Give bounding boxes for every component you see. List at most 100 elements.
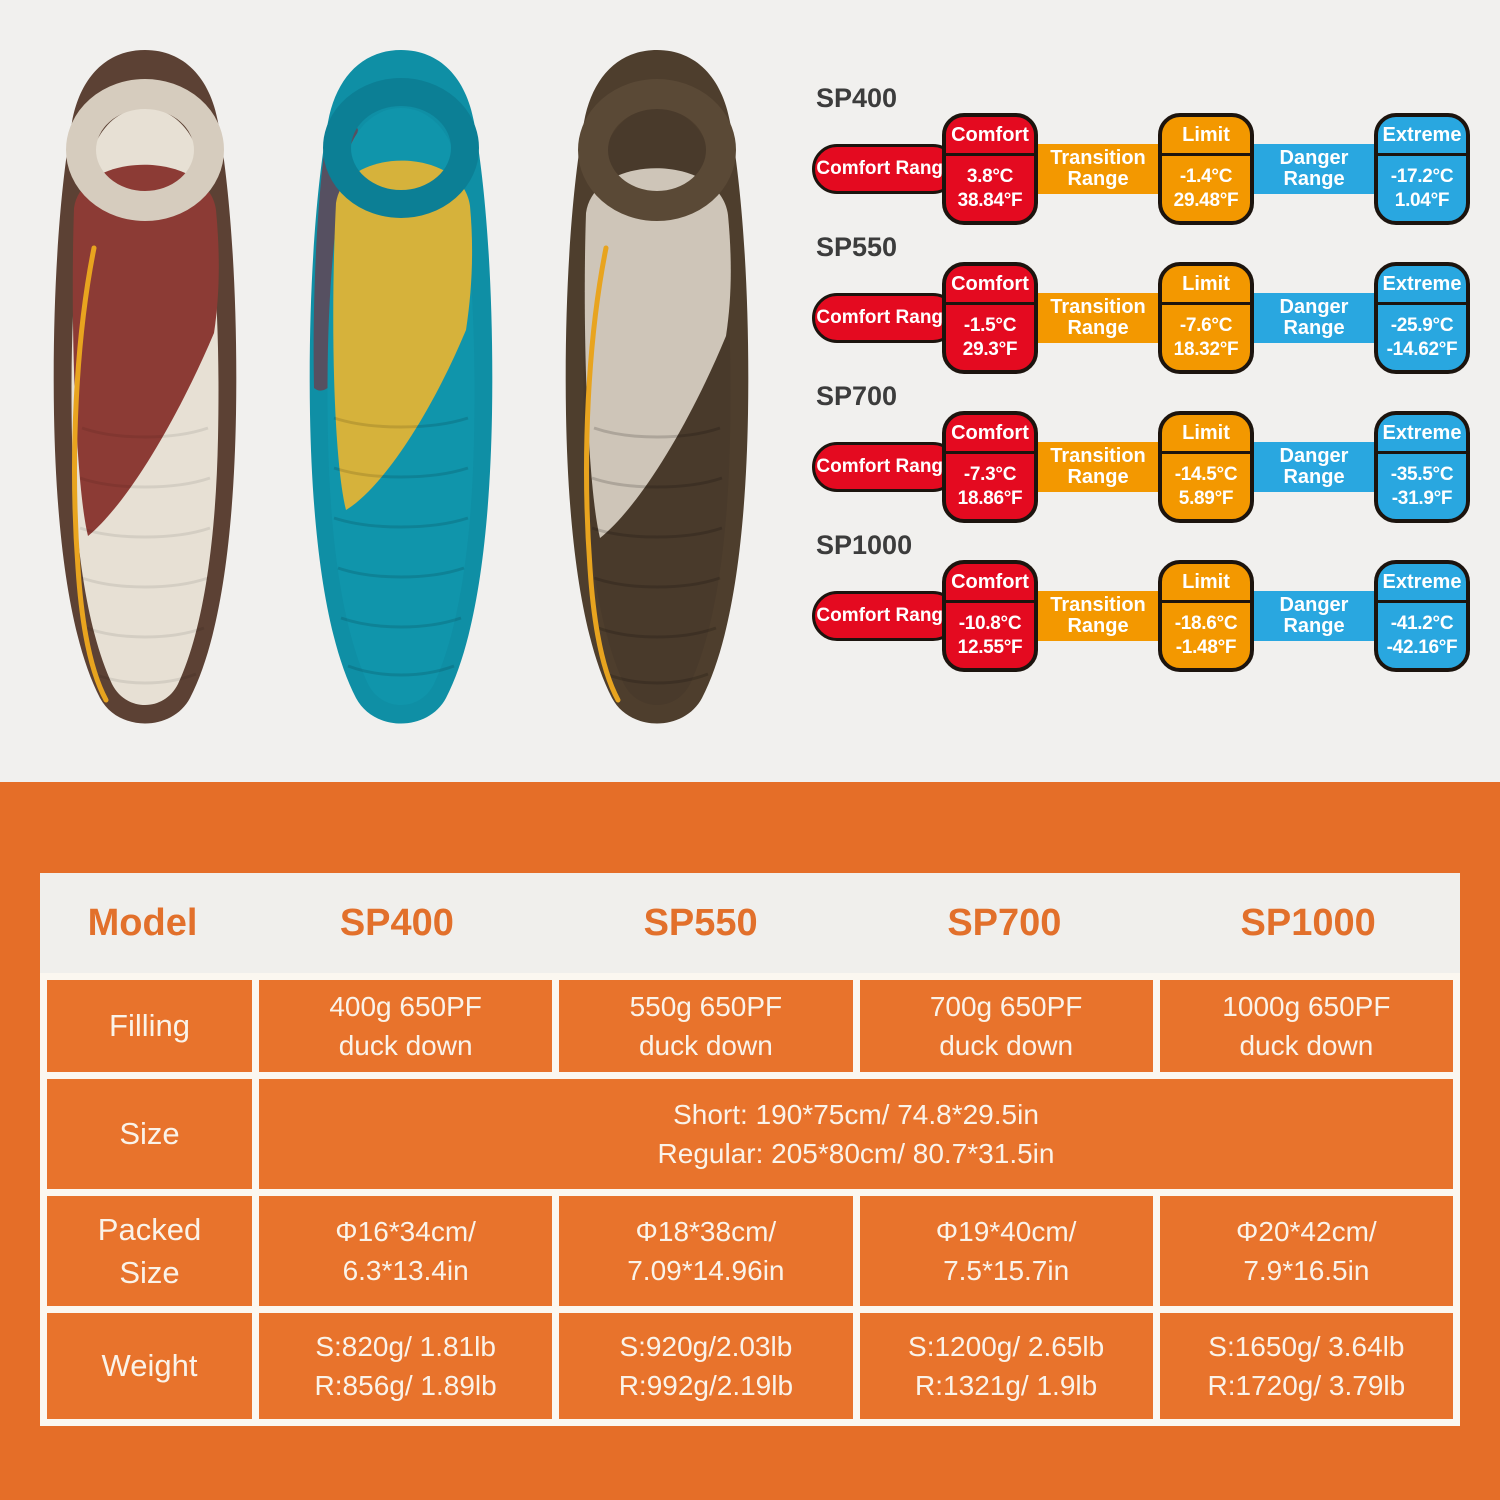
danger-range-bar: Danger Range	[1238, 442, 1390, 492]
limit-box-label: Limit	[1162, 266, 1250, 305]
limit-fahrenheit: 18.32°F	[1173, 338, 1239, 360]
filling-sp700: 700g 650PF duck down	[859, 980, 1153, 1072]
extreme-box-values: -35.5°C -31.9°F	[1378, 454, 1466, 519]
bag-liner	[333, 160, 473, 510]
extreme-box-label: Extreme	[1378, 564, 1466, 603]
limit-fahrenheit: 29.48°F	[1173, 189, 1239, 211]
extreme-celsius: -35.5°C	[1390, 464, 1454, 486]
temperature-ratings: SP400 Comfort Range Comfort 3.8°C 38.84°…	[812, 84, 1470, 672]
limit-box-label: Limit	[1162, 117, 1250, 156]
danger-range-label: Danger Range	[1279, 445, 1349, 488]
comfort-celsius: -7.3°C	[963, 464, 1017, 486]
limit-box-values: -1.4°C 29.48°F	[1162, 156, 1250, 221]
comfort-celsius: -1.5°C	[963, 315, 1017, 337]
comfort-box-values: -7.3°C 18.86°F	[946, 454, 1034, 519]
product-images	[30, 38, 772, 743]
row-label-size: Size	[47, 1079, 252, 1189]
extreme-celsius: -41.2°C	[1390, 613, 1454, 635]
bag-quilt-lines	[333, 416, 469, 677]
model-label: SP1000	[816, 530, 913, 560]
sleeping-bag-image-brown-cream	[53, 50, 237, 724]
comfort-range-pill: Comfort Range	[812, 293, 958, 343]
row-label-weight: Weight	[47, 1313, 252, 1419]
weight-sp700: S:1200g/ 2.65lb R:1321g/ 1.9lb	[859, 1313, 1153, 1419]
comfort-celsius: 3.8°C	[966, 166, 1014, 188]
filling-sp400: 400g 650PF duck down	[259, 980, 553, 1072]
filling-sp550: 550g 650PF duck down	[559, 980, 853, 1072]
packed-size-sp550: Φ18*38cm/ 7.09*14.96in	[559, 1196, 853, 1306]
bag-liner	[72, 164, 219, 536]
temp-rating-row-sp1000: SP1000 Comfort Range Comfort -10.8°C 12.…	[812, 531, 1470, 672]
bag-hood-ring	[66, 79, 224, 221]
extreme-box-label: Extreme	[1378, 415, 1466, 454]
spec-section: Model SP400 SP550 SP700 SP1000 Filling 4…	[0, 782, 1500, 1500]
transition-range-label: Transition Range	[1050, 594, 1146, 637]
packed-size-sp700: Φ19*40cm/ 7.5*15.7in	[859, 1196, 1153, 1306]
limit-box-label: Limit	[1162, 564, 1250, 603]
bag-zipper	[584, 245, 621, 703]
comfort-box-label: Comfort	[946, 415, 1034, 454]
temp-rating-bar: Comfort Range Comfort -1.5°C 29.3°F Tran…	[812, 262, 1470, 374]
danger-range-label: Danger Range	[1279, 594, 1349, 637]
limit-celsius: -14.5°C	[1174, 464, 1238, 486]
extreme-box: Extreme -35.5°C -31.9°F	[1374, 411, 1470, 523]
header-sp1000: SP1000	[1240, 901, 1376, 944]
extreme-fahrenheit: -42.16°F	[1386, 636, 1458, 658]
comfort-fahrenheit: 29.3°F	[962, 338, 1018, 360]
comfort-fahrenheit: 38.84°F	[957, 189, 1023, 211]
limit-celsius: -18.6°C	[1174, 613, 1238, 635]
limit-box-values: -18.6°C -1.48°F	[1162, 603, 1250, 668]
transition-range-label: Transition Range	[1050, 296, 1146, 339]
comfort-fahrenheit: 18.86°F	[957, 487, 1023, 509]
comfort-box-values: -10.8°C 12.55°F	[946, 603, 1034, 668]
sleeping-bag-image-teal-yellow	[309, 50, 493, 724]
transition-range-label: Transition Range	[1050, 445, 1146, 488]
weight-sp400: S:820g/ 1.81lb R:856g/ 1.89lb	[259, 1313, 553, 1419]
spec-table: Model SP400 SP550 SP700 SP1000 Filling 4…	[40, 873, 1460, 1426]
comfort-box: Comfort -1.5°C 29.3°F	[942, 262, 1038, 374]
extreme-box: Extreme -25.9°C -14.62°F	[1374, 262, 1470, 374]
transition-range-bar: Transition Range	[1022, 293, 1174, 343]
comfort-box-label: Comfort	[946, 266, 1034, 305]
extreme-box-values: -25.9°C -14.62°F	[1378, 305, 1466, 370]
temp-rating-row-sp550: SP550 Comfort Range Comfort -1.5°C 29.3°…	[812, 233, 1470, 374]
comfort-box: Comfort -7.3°C 18.86°F	[942, 411, 1038, 523]
temp-rating-bar: Comfort Range Comfort -10.8°C 12.55°F Tr…	[812, 560, 1470, 672]
spec-table-header-row: Model SP400 SP550 SP700 SP1000	[40, 873, 1460, 973]
extreme-fahrenheit: 1.04°F	[1394, 189, 1450, 211]
row-label-filling: Filling	[47, 980, 252, 1072]
extreme-box: Extreme -41.2°C -42.16°F	[1374, 560, 1470, 672]
danger-range-label: Danger Range	[1279, 147, 1349, 190]
sleeping-bag-image-dark-brown	[565, 50, 749, 724]
bag-hood-ring	[578, 79, 736, 221]
bag-quilt-lines	[591, 426, 723, 685]
danger-range-bar: Danger Range	[1238, 144, 1390, 194]
comfort-fahrenheit: 12.55°F	[957, 636, 1023, 658]
comfort-box-label: Comfort	[946, 117, 1034, 156]
limit-box: Limit -1.4°C 29.48°F	[1158, 113, 1254, 225]
header-model: Model	[87, 901, 198, 944]
bag-quilt-lines	[79, 426, 211, 685]
extreme-box-values: -41.2°C -42.16°F	[1378, 603, 1466, 668]
temp-rating-bar: Comfort Range Comfort -7.3°C 18.86°F Tra…	[812, 411, 1470, 523]
limit-celsius: -7.6°C	[1179, 315, 1233, 337]
extreme-fahrenheit: -14.62°F	[1386, 338, 1458, 360]
model-label: SP550	[816, 232, 898, 262]
comfort-box: Comfort -10.8°C 12.55°F	[942, 560, 1038, 672]
comfort-box: Comfort 3.8°C 38.84°F	[942, 113, 1038, 225]
extreme-box: Extreme -17.2°C 1.04°F	[1374, 113, 1470, 225]
extreme-box-label: Extreme	[1378, 117, 1466, 156]
limit-box-values: -14.5°C 5.89°F	[1162, 454, 1250, 519]
comfort-box-values: 3.8°C 38.84°F	[946, 156, 1034, 221]
header-sp700: SP700	[947, 901, 1062, 944]
danger-range-label: Danger Range	[1279, 296, 1349, 339]
limit-celsius: -1.4°C	[1179, 166, 1233, 188]
limit-fahrenheit: -1.48°F	[1175, 636, 1237, 658]
header-sp550: SP550	[643, 901, 758, 944]
limit-box: Limit -14.5°C 5.89°F	[1158, 411, 1254, 523]
packed-size-sp400: Φ16*34cm/ 6.3*13.4in	[259, 1196, 553, 1306]
temp-rating-row-sp400: SP400 Comfort Range Comfort 3.8°C 38.84°…	[812, 84, 1470, 225]
header-sp400: SP400	[339, 901, 454, 944]
extreme-celsius: -17.2°C	[1390, 166, 1454, 188]
bag-hood-ring	[323, 78, 479, 218]
